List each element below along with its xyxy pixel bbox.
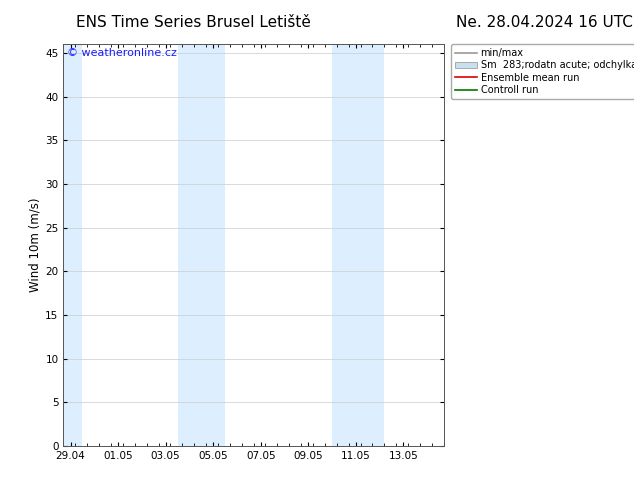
Y-axis label: Wind 10m (m/s): Wind 10m (m/s) xyxy=(28,198,41,292)
Bar xyxy=(332,44,384,446)
Text: Ne. 28.04.2024 16 UTC: Ne. 28.04.2024 16 UTC xyxy=(456,15,633,30)
Bar xyxy=(178,44,225,446)
Text: © weatheronline.cz: © weatheronline.cz xyxy=(67,48,177,58)
Legend: min/max, Sm  283;rodatn acute; odchylka, Ensemble mean run, Controll run: min/max, Sm 283;rodatn acute; odchylka, … xyxy=(451,44,634,99)
Text: ENS Time Series Brusel Letiště: ENS Time Series Brusel Letiště xyxy=(76,15,311,30)
Bar xyxy=(63,44,82,446)
